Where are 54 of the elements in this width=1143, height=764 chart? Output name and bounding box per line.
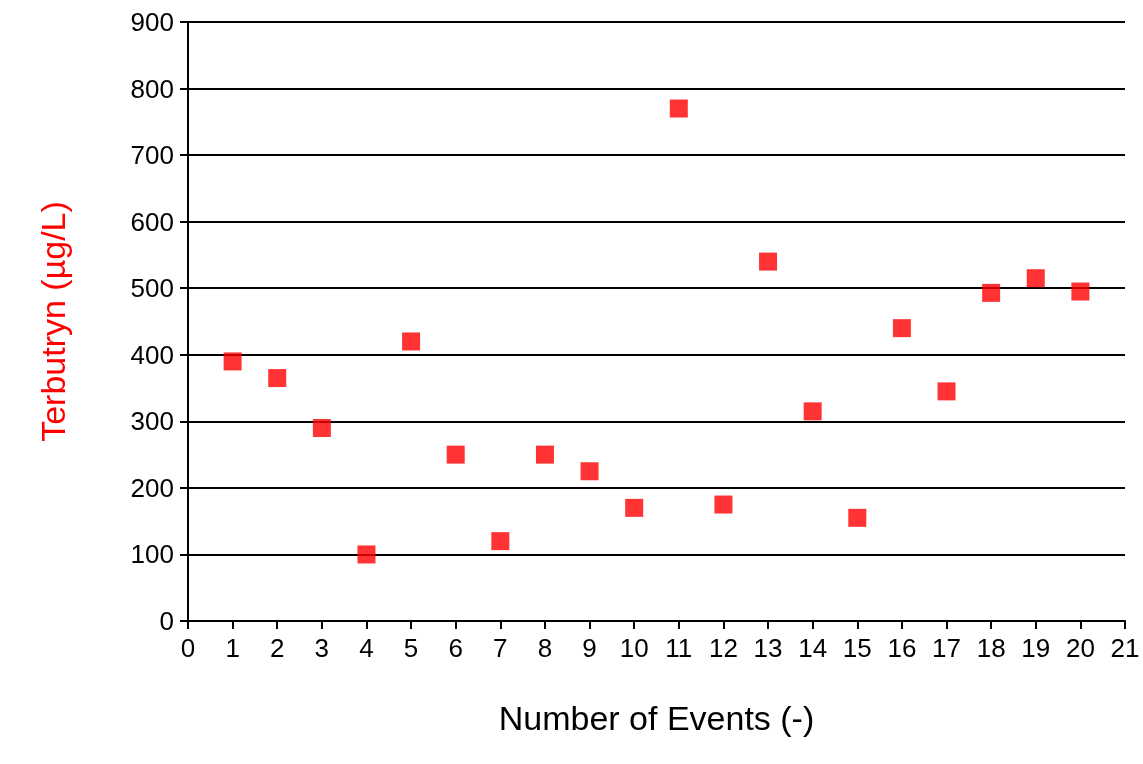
y-tick-label: 300 <box>130 406 174 437</box>
x-axis-title: Number of Events (-) <box>498 699 815 737</box>
point <box>402 332 421 351</box>
x-tick-label: 12 <box>708 633 738 663</box>
x-tick-label: 2 <box>270 633 285 663</box>
point <box>625 498 644 517</box>
y-tick-label: 600 <box>130 206 174 237</box>
x-tick-label: 3 <box>314 633 330 663</box>
point <box>669 99 688 118</box>
x-tick-label: 4 <box>359 633 374 663</box>
x-tick-label: 19 <box>1021 633 1051 663</box>
point <box>446 445 465 464</box>
y-tick-label: 200 <box>130 472 174 503</box>
y-tick-label: 500 <box>130 273 174 304</box>
x-tick-label: 7 <box>493 633 508 663</box>
point <box>357 545 376 564</box>
point <box>937 382 956 401</box>
x-tick-label: 11 <box>665 633 693 663</box>
y-tick-label: 400 <box>130 339 174 370</box>
x-tick-label: 16 <box>887 633 917 663</box>
x-tick-label: 18 <box>976 633 1006 663</box>
y-tick-label: 900 <box>130 7 174 37</box>
point <box>268 369 287 388</box>
y-axis-title: Terbutryn (µg/L) <box>34 201 72 442</box>
x-tick-label: 8 <box>537 633 553 663</box>
x-tick-label: 21 <box>1110 633 1140 663</box>
point <box>848 508 867 527</box>
y-tick-label: 100 <box>130 539 174 570</box>
point <box>312 418 331 437</box>
point <box>491 532 510 551</box>
y-tick-label: 0 <box>159 606 174 636</box>
point <box>759 252 778 271</box>
point <box>580 462 599 481</box>
y-tick-label: 800 <box>130 73 174 104</box>
x-tick-label: 14 <box>798 633 828 663</box>
x-tick-label: 15 <box>842 633 872 663</box>
point <box>982 283 1001 302</box>
x-tick-label: 0 <box>180 633 196 663</box>
y-tick-label: 700 <box>130 140 174 171</box>
x-tick-label: 6 <box>448 633 463 663</box>
point <box>223 352 242 371</box>
x-tick-label: 13 <box>753 633 783 663</box>
x-tick-label: 9 <box>582 633 597 663</box>
x-tick-label: 1 <box>225 633 240 663</box>
x-tick-label: 20 <box>1065 633 1095 663</box>
point <box>892 319 911 338</box>
point <box>1026 269 1045 288</box>
point <box>535 445 554 464</box>
point <box>714 495 733 514</box>
x-tick-label: 5 <box>403 633 419 663</box>
x-tick-label: 17 <box>932 633 961 663</box>
point <box>1071 282 1090 301</box>
x-tick-label: 10 <box>619 633 649 663</box>
point <box>803 402 822 421</box>
